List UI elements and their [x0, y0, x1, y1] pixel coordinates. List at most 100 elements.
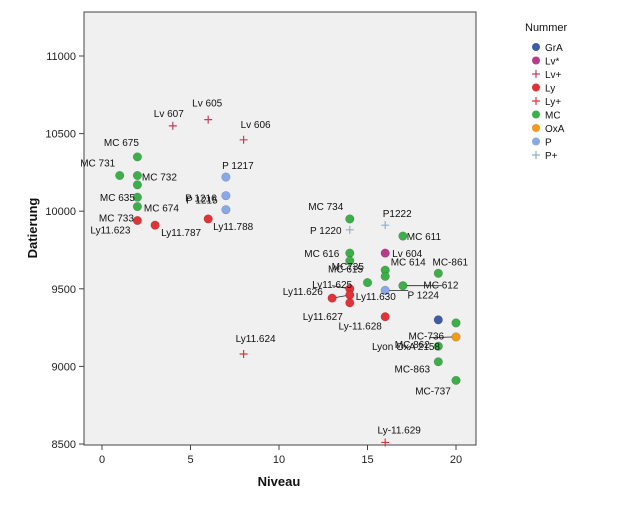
data-label: P1222 — [383, 209, 412, 220]
data-point-plus — [381, 221, 390, 230]
x-axis: 0 5 10 15 20 — [99, 445, 462, 466]
legend-marker — [532, 124, 540, 132]
data-point — [150, 220, 160, 230]
data-point-plus — [239, 135, 248, 144]
data-point — [345, 256, 355, 266]
data-point — [398, 231, 408, 241]
data-label: Lv 605 — [192, 99, 222, 110]
data-point-plus — [345, 225, 354, 234]
data-point — [451, 375, 461, 385]
data-label: Ly11.627 — [303, 312, 343, 323]
data-point — [115, 170, 125, 181]
data-point-plus — [204, 115, 213, 124]
data-point — [132, 192, 142, 202]
data-label: Ly11.624 — [236, 334, 276, 345]
y-tick-label: 11000 — [46, 51, 76, 63]
data-label: Lyon OxA 2158 — [372, 342, 440, 353]
data-label: P 1220 — [310, 226, 342, 237]
data-label: Ly-11.629 — [378, 425, 422, 436]
y-tick-label: 10500 — [45, 129, 76, 141]
data-label: Ly11.788 — [213, 222, 253, 233]
data-label: MC 614 — [391, 257, 426, 268]
data-label: Ly11.630 — [356, 292, 396, 303]
data-point — [132, 180, 142, 190]
legend-entry: P+ — [545, 151, 558, 162]
y-tick-label: 9500 — [52, 284, 76, 296]
data-point — [451, 318, 461, 328]
data-label: MC-863 — [395, 365, 431, 376]
data-point — [132, 201, 142, 212]
data-label: MC-737 — [415, 386, 451, 397]
point-labels: Lv 604 Lv 607 Lv 605 Lv 606 MC 733 Ly11.787 Ly… — [80, 99, 468, 437]
data-label: Ly11.623 — [90, 226, 130, 237]
data-point — [433, 268, 443, 278]
data-point — [380, 248, 390, 258]
legend-entry: P — [545, 138, 552, 149]
data-label: MC 862 — [395, 340, 430, 351]
data-points — [115, 115, 461, 447]
data-point — [345, 248, 355, 258]
data-label: MC 732 — [142, 173, 177, 184]
data-point — [345, 290, 355, 300]
data-point — [451, 332, 461, 342]
data-point — [345, 298, 355, 308]
data-label: MC 635 — [100, 193, 135, 204]
x-tick-label: 0 — [99, 454, 105, 466]
legend-entry: Lv* — [545, 57, 560, 68]
legend-entry: OxA — [545, 124, 565, 135]
legend-entry: Ly — [545, 84, 555, 95]
data-point — [132, 215, 142, 226]
data-point — [221, 205, 231, 215]
data-point-plus — [168, 121, 177, 130]
data-point — [433, 357, 443, 367]
data-point — [221, 172, 231, 182]
legend-marker — [532, 56, 540, 65]
annotation-label: MC-736 — [409, 332, 445, 343]
data-label: P 1217 — [222, 161, 254, 172]
data-label: Lv 604 — [392, 249, 422, 260]
data-point — [345, 214, 355, 224]
data-point — [327, 293, 337, 303]
x-tick-label: 5 — [187, 454, 193, 466]
x-tick-label: 20 — [450, 454, 462, 466]
legend-marker — [532, 137, 540, 146]
data-label: MC 674 — [144, 204, 179, 215]
data-label: MC 731 — [80, 159, 115, 170]
legend-marker — [532, 151, 540, 159]
legend-marker — [532, 83, 540, 92]
data-point — [380, 312, 390, 322]
legend-entry: Lv+ — [545, 70, 562, 81]
data-label: P 1224 — [407, 290, 439, 301]
y-axis: 8500 9000 9500 10000 10500 11000 — [45, 51, 84, 451]
legend-entry: Ly+ — [545, 97, 561, 108]
data-point — [380, 271, 390, 281]
data-label: Ly-11.628 — [339, 322, 383, 333]
data-point — [132, 152, 142, 162]
label-connector — [429, 336, 457, 339]
data-point — [132, 170, 142, 181]
data-point — [398, 281, 408, 291]
data-label: MC 734 — [308, 202, 343, 213]
data-label: MC 612 — [423, 281, 458, 292]
data-label: Ly11.787 — [161, 228, 201, 239]
data-point — [433, 341, 443, 351]
legend: Nummer GrA Lv* Lv+ Ly Ly+ MC OxA P P+ — [525, 22, 568, 162]
data-point-plus — [239, 349, 248, 358]
y-tick-label: 9000 — [52, 361, 76, 373]
data-point — [362, 278, 373, 288]
data-label: Ly11.626 — [283, 287, 323, 298]
legend-entry: MC — [545, 111, 561, 122]
legend-marker — [532, 70, 540, 78]
data-label: Lv 607 — [154, 109, 184, 120]
legend-entry: GrA — [545, 43, 563, 54]
data-label: P 1216 — [185, 194, 217, 205]
data-point — [380, 285, 390, 295]
data-label: MC 675 — [104, 138, 139, 149]
data-label: P 1215 — [186, 196, 218, 207]
y-tick-label: 10000 — [45, 206, 76, 218]
data-point-plus — [381, 438, 390, 447]
legend-marker — [532, 110, 540, 119]
y-axis-title: Datierung — [25, 198, 40, 259]
data-point — [221, 191, 231, 201]
